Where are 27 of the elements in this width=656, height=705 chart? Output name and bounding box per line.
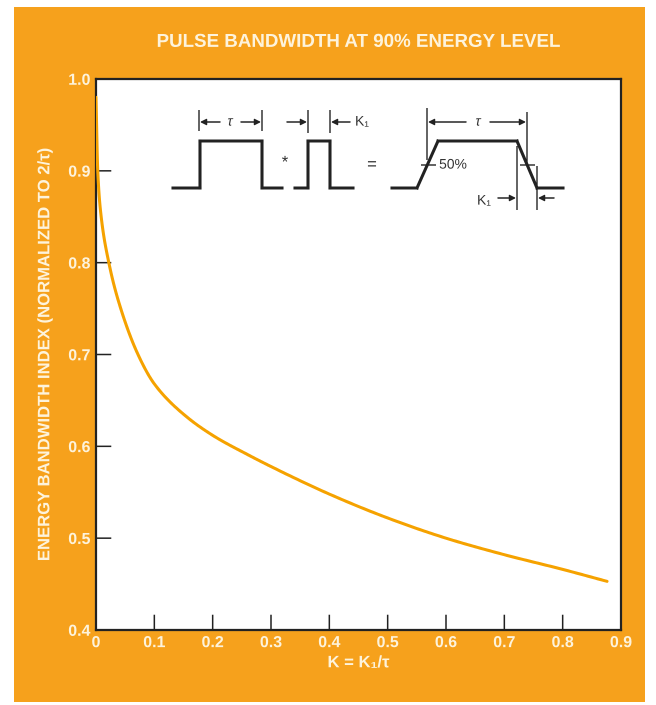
x-tick-label: 0.1 [144, 636, 165, 648]
y-tick-label: 0.8 [68, 257, 90, 269]
x-tick-label: 0.8 [552, 636, 574, 648]
annotation: τ [476, 118, 482, 126]
x-tick-label: 0 [92, 636, 100, 648]
y-tick-label: 0.5 [68, 532, 90, 544]
x-tick-label: 0.7 [494, 636, 515, 648]
annotation: 50% [440, 158, 466, 169]
x-tick-label: 0.2 [202, 636, 224, 648]
x-tick-label: 0.4 [318, 636, 340, 648]
x-tick-label: 0.6 [436, 636, 457, 648]
x-axis-title: K = K₁/τ [328, 655, 390, 668]
chart-title: PULSE BANDWIDTH AT 90% ENERGY LEVEL [158, 34, 560, 48]
annotation: τ [228, 118, 234, 126]
y-axis-title: ENERGY BANDWIDTH INDEX (NORMALIZED TO 2/τ) [37, 148, 53, 560]
y-tick-label: 1.0 [69, 74, 90, 85]
annotation: K₁ [478, 195, 491, 206]
y-tick-label: 0.6 [68, 440, 90, 452]
annotation: K₁ [356, 116, 369, 127]
y-tick-label: 0.4 [68, 624, 90, 636]
annotation: = [368, 161, 376, 167]
y-tick-label: 0.9 [68, 165, 90, 177]
x-tick-label: 0.3 [260, 636, 282, 648]
annotation: * [282, 156, 288, 162]
x-tick-label: 0.9 [610, 636, 632, 648]
y-tick-label: 0.7 [68, 349, 90, 360]
x-tick-label: 0.5 [377, 636, 398, 648]
